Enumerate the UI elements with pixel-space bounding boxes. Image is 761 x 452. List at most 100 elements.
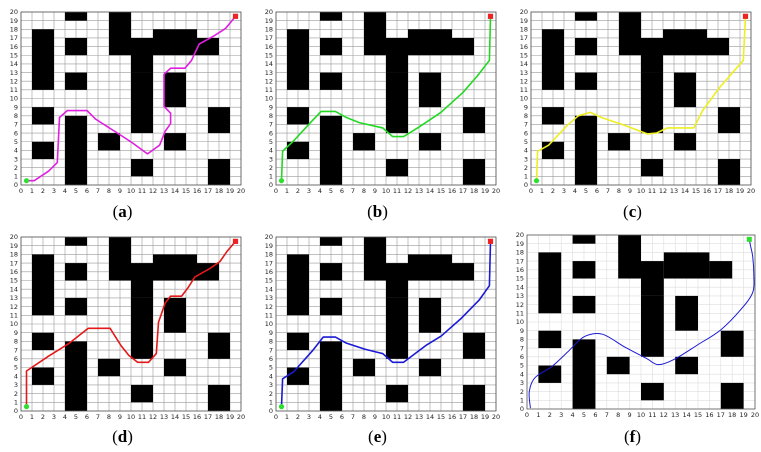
map-frame [20,11,242,186]
obstacle-block [320,37,342,56]
obstacle-block [575,72,597,90]
obstacle-block [542,29,564,90]
obstacle-block [32,367,54,385]
x-tick-label: 3 [52,187,56,195]
x-tick-label: 10 [637,411,645,419]
y-tick-label: 10 [516,318,524,326]
obstacle-block [131,72,153,134]
x-tick-label: 16 [448,413,456,421]
map-b: 0011223344556677889910101111121213131414… [265,8,500,195]
obstacle-block [538,330,562,349]
x-tick-label: 15 [692,187,700,195]
obstacle-block [65,297,87,316]
y-tick-label: 20 [265,233,273,241]
x-tick-label: 11 [138,413,146,421]
obstacle-block [208,107,230,134]
obstacle-block [65,341,87,411]
x-tick-label: 19 [739,411,747,419]
obstacle-block [164,133,186,151]
obstacle-block [641,295,664,357]
y-tick-label: 1 [520,397,524,405]
obstacle-block [641,382,664,401]
obstacle-block [720,330,744,357]
goal-marker [487,13,494,19]
goal-marker [746,236,752,242]
y-tick-label: 1 [14,173,18,181]
x-tick-label: 6 [340,413,344,421]
panel-d: 0 0 1 1 2 2 3 3 4 4 5 5 6 6 7 7 8 8 9 9 10 10 11 11 12 12 13 13 14 14… [0,226,245,446]
y-tick-label: 10 [10,95,18,103]
x-tick-label: 20 [747,187,755,195]
obstacle-block [65,115,87,185]
obstacle-block [575,115,597,185]
map-c: 0011223344556677889910101111121213131414… [520,8,755,195]
y-tick-label: 2 [14,164,18,172]
obstacle-block [675,295,698,331]
x-tick-label: 19 [481,187,489,195]
obstacle-block [606,356,630,375]
x-tick-label: 16 [193,187,201,195]
x-tick-label: 10 [127,413,135,421]
x-tick-label: 5 [584,187,588,195]
y-tick-label: 0 [520,405,524,413]
x-tick-label: 5 [329,187,333,195]
goal-marker [232,238,239,244]
x-tick-label: 13 [415,413,423,421]
y-tick-label: 1 [524,173,528,181]
y-tick-label: 7 [14,121,18,129]
x-tick-label: 9 [373,187,377,195]
x-tick-label: 9 [373,413,377,421]
obstacle-block [572,339,596,409]
obstacle-block [452,263,474,281]
x-tick-label: 12 [404,187,412,195]
y-tick-label: 12 [516,301,524,309]
y-tick-label: 19 [520,17,528,25]
obstacle-block [641,72,663,134]
x-tick-label: 1 [30,187,34,195]
obstacle-block [109,12,131,56]
y-tick-label: 4 [14,372,18,380]
x-tick-label: 18 [725,187,733,195]
x-tick-label: 7 [606,187,610,195]
x-tick-label: 12 [404,413,412,421]
goal-marker [232,13,239,19]
obstacle-block [164,358,186,377]
y-tick-label: 5 [520,362,524,370]
x-tick-label: 4 [318,187,322,195]
y-tick-label: 0 [14,407,18,415]
x-tick-label: 1 [536,411,540,419]
y-tick-label: 18 [520,26,528,34]
obstacle-block [542,141,564,160]
x-tick-label: 3 [307,413,311,421]
y-tick-label: 17 [520,34,528,42]
y-tick-label: 12 [10,303,18,311]
x-tick-label: 5 [74,187,78,195]
map-e: 0011223344556677889910101111121213131414… [265,233,500,421]
obstacle-block [353,358,375,377]
x-tick-label: 13 [160,187,168,195]
x-tick-label: 17 [714,187,722,195]
obstacle-block [320,263,342,281]
y-tick-label: 20 [10,233,18,241]
x-tick-label: 20 [237,187,245,195]
y-tick-label: 5 [14,364,18,372]
x-tick-label: 20 [492,187,500,195]
x-tick-label: 18 [470,187,478,195]
obstacle-block [674,133,696,151]
obstacle-block [131,37,153,73]
obstacle-block [65,12,87,21]
x-tick-label: 14 [426,187,434,195]
x-tick-label: 1 [30,413,34,421]
y-tick-label: 17 [265,259,273,267]
obstacle-block [320,72,342,90]
x-tick-label: 12 [660,411,668,419]
obstacle-block [32,332,54,351]
caption-label: c [628,202,637,221]
obstacle-block [663,252,710,279]
y-tick-label: 8 [520,336,524,344]
x-tick-label: 17 [459,187,467,195]
x-tick-label: 3 [559,411,563,419]
goal-marker [742,13,749,19]
y-tick-label: 10 [265,95,273,103]
obstacle-block [98,133,120,151]
